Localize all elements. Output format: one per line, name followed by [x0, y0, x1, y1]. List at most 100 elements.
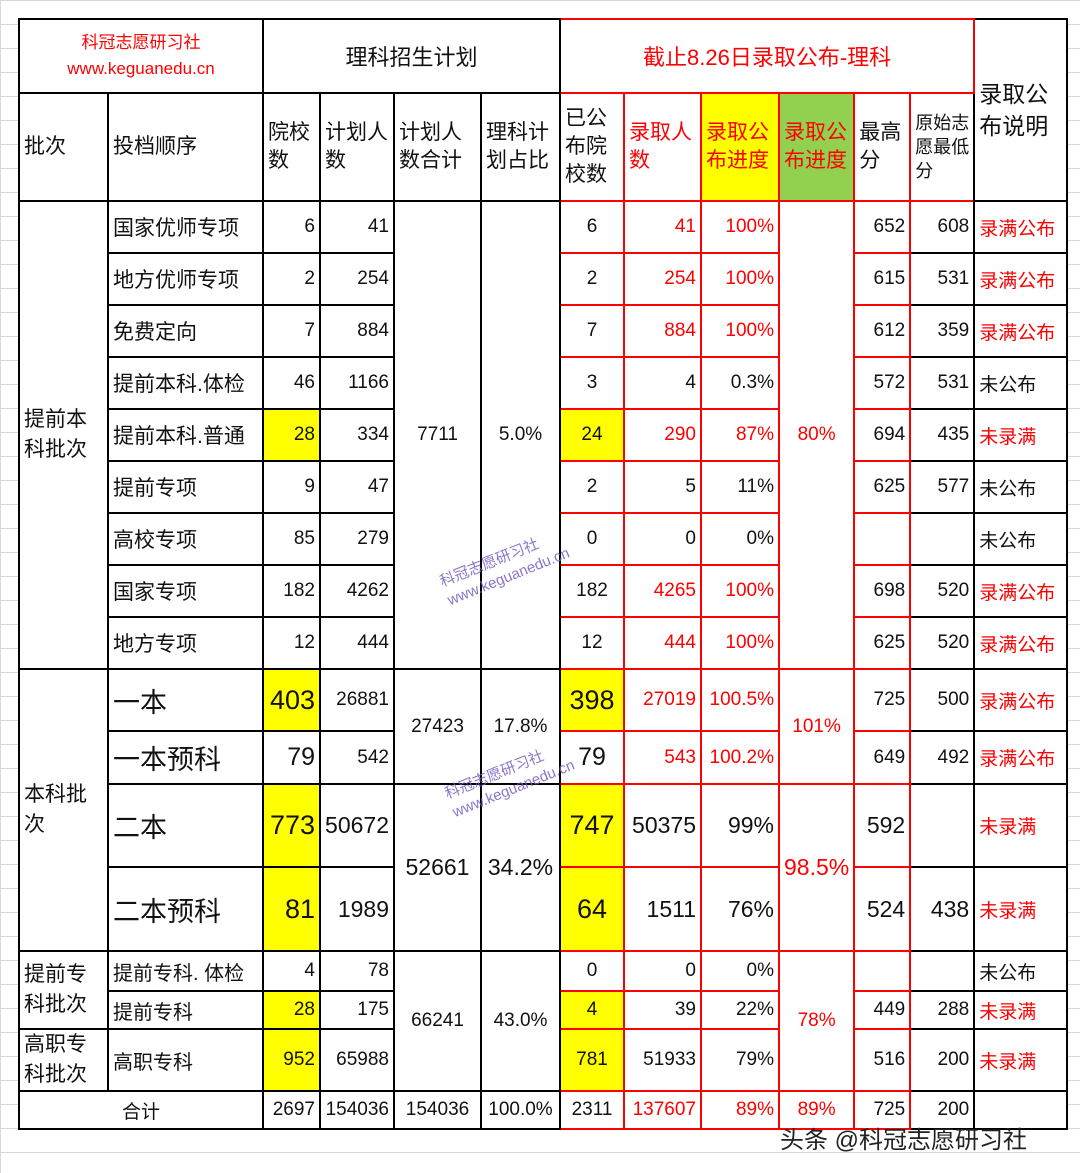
plan-count: 41 — [319, 200, 395, 254]
progress-percent: 100% — [700, 200, 780, 254]
order-name: 免费定向 — [107, 304, 264, 358]
progress-percent: 99% — [700, 783, 780, 868]
plan-count: 444 — [319, 616, 395, 670]
group-progress: 80% — [777, 200, 856, 670]
plan-count: 542 — [319, 730, 395, 785]
min-score: 288 — [909, 990, 976, 1030]
max-score: 572 — [853, 356, 912, 410]
order-name: 二本 — [107, 783, 264, 868]
order-name: 提前专科 — [107, 990, 264, 1030]
note-status: 未录满 — [973, 408, 1069, 462]
brand-name: 科冠志愿研习社 — [81, 33, 201, 52]
admitted-count: 543 — [623, 730, 702, 785]
school-count: 81 — [262, 866, 321, 952]
column-header: 投档顺序 — [107, 92, 264, 202]
total-label: 合计 — [18, 1090, 264, 1130]
progress-percent: 22% — [700, 990, 780, 1030]
order-name: 二本预科 — [107, 866, 264, 952]
school-count: 952 — [262, 1028, 321, 1092]
total-group-progress: 89% — [777, 1090, 856, 1130]
table-row: 本科批次 一本 403 26881 27423 17.8% 398 27019 100.5% 10… — [18, 668, 1069, 952]
column-header: 计划人数 — [319, 92, 395, 202]
column-header: 录取人数 — [623, 92, 702, 202]
published-count: 7 — [559, 304, 625, 358]
school-count: 4 — [262, 950, 321, 992]
progress-percent: 100% — [700, 304, 780, 358]
batch-label: 高职专科批次 — [18, 1028, 109, 1092]
min-score: 435 — [909, 408, 976, 462]
total-progress: 89% — [700, 1090, 780, 1130]
table-row: 一本预科 79 542 79 543 100.2% 649 492 录满公布 — [19, 730, 1069, 785]
table-row: 高职专科批次 高职专科 952 65988 781 51933 79% 516 200 未录满 — [18, 1028, 1069, 1092]
group-progress: 101% — [777, 668, 856, 785]
order-name: 高校专项 — [107, 512, 264, 566]
published-count: 12 — [559, 616, 625, 670]
table-row: 地方专项 12 444 12 444 100% 625 520 录满公布 — [19, 616, 1069, 670]
order-name: 提前专科. 体检 — [107, 950, 264, 992]
max-score: 652 — [853, 200, 912, 254]
plan-count: 65988 — [319, 1028, 395, 1092]
admitted-count: 0 — [623, 512, 702, 566]
admitted-count: 41 — [623, 200, 702, 254]
note-status: 未公布 — [973, 512, 1069, 566]
column-header: 录取公布进度 — [700, 92, 780, 202]
progress-percent: 100% — [700, 616, 780, 670]
published-count: 0 — [559, 950, 625, 992]
order-name: 一本 — [107, 668, 264, 732]
table-row: 国家专项 182 4262 182 4265 100% 698 520 录满公布 — [19, 564, 1069, 618]
plan-count: 254 — [319, 252, 395, 306]
order-name: 国家优师专项 — [107, 200, 264, 254]
published-count: 6 — [559, 200, 625, 254]
note-status: 未公布 — [973, 356, 1069, 410]
note-status: 未录满 — [973, 1028, 1069, 1092]
plan-count: 279 — [319, 512, 395, 566]
max-score — [853, 950, 912, 992]
total-max: 725 — [853, 1090, 912, 1130]
order-name: 国家专项 — [107, 564, 264, 618]
max-score: 592 — [853, 783, 912, 868]
min-score: 577 — [909, 460, 976, 514]
table-row: 二本 773 50672 52661 34.2% 747 50375 99% 98.5% 592 未… — [19, 783, 1069, 952]
max-score: 698 — [853, 564, 912, 618]
note-status: 未录满 — [973, 990, 1069, 1030]
school-count: 28 — [262, 408, 321, 462]
admission-table: 科冠志愿研习社 www.keguanedu.cn 理科招生计划 截止8.26日录取公布… — [18, 18, 1069, 1130]
published-count: 398 — [559, 668, 625, 732]
column-header: 已公布院校数 — [559, 92, 625, 202]
plan-total: 66241 — [393, 950, 482, 1092]
school-count: 28 — [262, 990, 321, 1030]
max-score: 625 — [853, 460, 912, 514]
published-count: 4 — [559, 990, 625, 1030]
admitted-count: 884 — [623, 304, 702, 358]
published-count: 0 — [559, 512, 625, 566]
max-score: 725 — [853, 668, 912, 732]
school-count: 182 — [262, 564, 321, 618]
admitted-count: 4265 — [623, 564, 702, 618]
note-status: 未录满 — [973, 783, 1069, 868]
progress-percent: 100.5% — [700, 668, 780, 732]
plan-count: 884 — [319, 304, 395, 358]
published-count: 182 — [559, 564, 625, 618]
order-name: 提前专项 — [107, 460, 264, 514]
total-ratio: 100.0% — [480, 1090, 561, 1130]
progress-percent: 100% — [700, 564, 780, 618]
column-header: 理科计划占比 — [480, 92, 561, 202]
published-count: 2 — [559, 252, 625, 306]
max-score: 524 — [853, 866, 912, 952]
total-published: 2311 — [559, 1090, 625, 1130]
table-row: 提前专科 28 175 4 39 22% 449 288 未录满 — [19, 990, 1069, 1030]
min-score: 438 — [909, 866, 976, 952]
max-score: 649 — [853, 730, 912, 785]
progress-percent: 0.3% — [700, 356, 780, 410]
note-status: 录满公布 — [973, 616, 1069, 670]
school-count: 12 — [262, 616, 321, 670]
plan-count: 50672 — [319, 783, 395, 868]
max-score: 516 — [853, 1028, 912, 1092]
plan-ratio: 43.0% — [480, 950, 561, 1092]
admitted-count: 254 — [623, 252, 702, 306]
table-row: 科冠志愿研习社 www.keguanedu.cn 理科招生计划 截止8.26日录取公布… — [18, 18, 1069, 202]
admitted-count: 290 — [623, 408, 702, 462]
order-name: 地方优师专项 — [107, 252, 264, 306]
column-header: 最高分 — [853, 92, 912, 202]
column-header: 院校数 — [262, 92, 321, 202]
